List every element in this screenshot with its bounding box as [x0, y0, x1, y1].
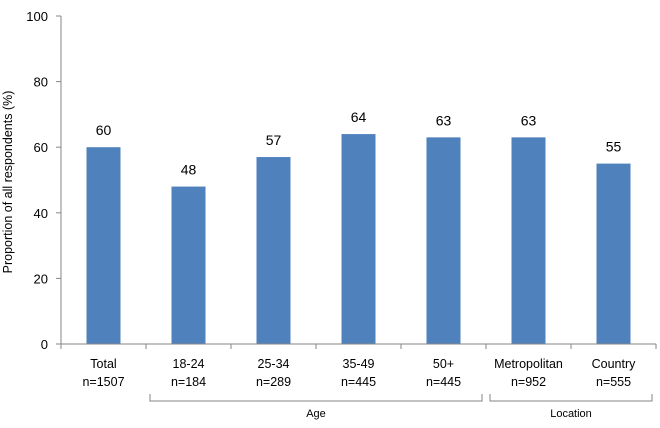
category-sample-size: n=289: [256, 375, 291, 389]
category-label: Metropolitan: [494, 357, 563, 371]
axes: [60, 16, 657, 349]
data-label: 63: [436, 112, 452, 128]
category-label: 18-24: [173, 357, 205, 371]
category-label: 35-49: [343, 357, 375, 371]
y-tick-label: 0: [41, 337, 48, 352]
bar: [426, 137, 461, 344]
group-bracket: [149, 394, 483, 402]
bar: [341, 134, 376, 344]
category-sample-size: n=1507: [82, 375, 124, 389]
bar: [256, 157, 291, 344]
y-tick-label: 80: [34, 75, 48, 90]
bar: [86, 147, 121, 344]
category-sample-size: n=555: [596, 375, 631, 389]
data-label: 48: [181, 162, 197, 178]
bars: 60 48 57 64 63 63 55: [86, 109, 631, 344]
y-tick-label: 60: [34, 140, 48, 155]
category-label: 50+: [433, 357, 454, 371]
group-label: Age: [306, 408, 326, 420]
y-axis-ticks: 0 20 40 60 80 100: [26, 9, 61, 352]
bar: [596, 163, 631, 344]
category-sample-size: n=952: [511, 375, 546, 389]
data-label: 64: [351, 109, 367, 125]
y-tick-label: 20: [34, 271, 48, 286]
group-label: Location: [550, 408, 592, 420]
category-label: Total: [90, 357, 116, 371]
category-sample-size: n=445: [341, 375, 376, 389]
category-sample-size: n=445: [426, 375, 461, 389]
category-label: 25-34: [258, 357, 290, 371]
group-bracket: [489, 394, 653, 402]
bar: [511, 137, 546, 344]
category-sample-size: n=184: [171, 375, 206, 389]
data-label: 63: [521, 112, 537, 128]
category-groups: Age Location: [149, 394, 653, 420]
y-axis-title: Proportion of all respondents (%): [1, 91, 15, 274]
category-label: Country: [592, 357, 637, 371]
data-label: 60: [96, 122, 112, 138]
data-label: 57: [266, 132, 282, 148]
y-tick-label: 100: [26, 9, 48, 24]
data-label: 55: [606, 139, 622, 155]
bar: [171, 186, 206, 344]
y-tick-label: 40: [34, 206, 48, 221]
x-axis-labels: Total n=1507 18-24 n=184 25-34 n=289 35-49 n=44…: [82, 357, 636, 389]
